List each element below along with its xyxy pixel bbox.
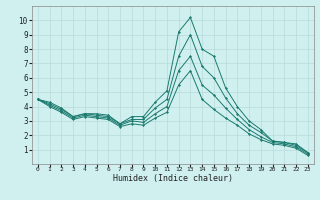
X-axis label: Humidex (Indice chaleur): Humidex (Indice chaleur) xyxy=(113,174,233,183)
